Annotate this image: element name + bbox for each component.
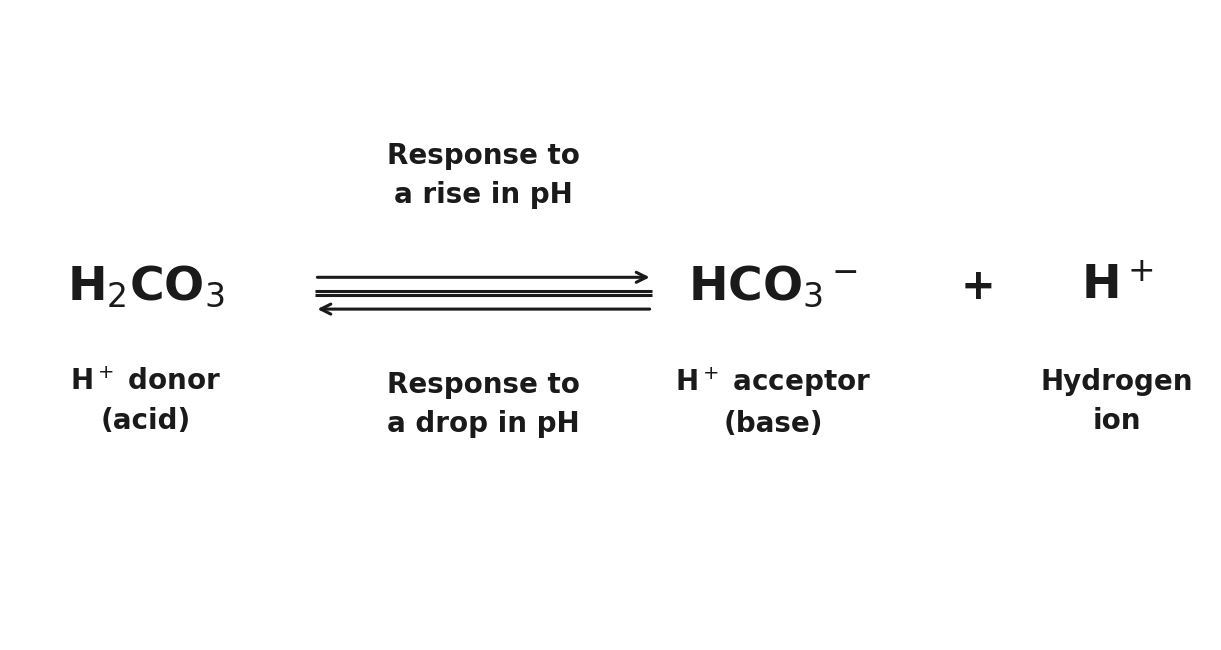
Text: HCO$_3$$^-$: HCO$_3$$^-$ <box>689 264 858 310</box>
Text: H$_2$CO$_3$: H$_2$CO$_3$ <box>67 264 225 310</box>
Text: Response to
a rise in pH: Response to a rise in pH <box>387 142 580 209</box>
Text: Hydrogen
ion: Hydrogen ion <box>1040 368 1193 435</box>
Text: Response to
a drop in pH: Response to a drop in pH <box>387 371 580 438</box>
Text: H$^+$ acceptor
(base): H$^+$ acceptor (base) <box>675 365 871 437</box>
Text: H$^+$ donor
(acid): H$^+$ donor (acid) <box>70 368 221 435</box>
Text: H$^+$: H$^+$ <box>1081 265 1154 309</box>
Text: +: + <box>961 266 995 308</box>
